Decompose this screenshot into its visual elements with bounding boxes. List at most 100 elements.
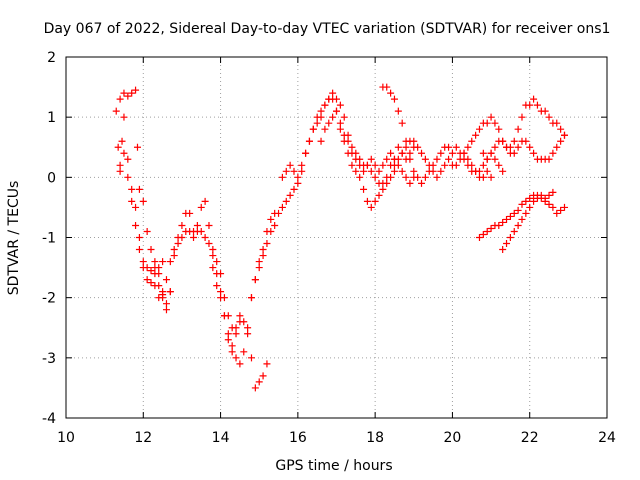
data-point: [114, 143, 122, 151]
data-point: [139, 264, 147, 272]
data-point: [487, 113, 495, 121]
data-point: [429, 167, 437, 175]
data-point: [487, 149, 495, 157]
data-point: [360, 185, 368, 193]
data-point: [278, 203, 286, 211]
data-point: [475, 125, 483, 133]
data-point: [526, 203, 534, 211]
data-point: [143, 276, 151, 284]
data-point: [348, 149, 356, 157]
data-point: [398, 167, 406, 175]
data-point: [387, 89, 395, 97]
data-point: [267, 227, 275, 235]
data-point: [247, 294, 255, 302]
data-point: [560, 131, 568, 139]
data-point: [213, 282, 221, 290]
data-point: [298, 161, 306, 169]
x-tick-label: 24: [598, 430, 616, 446]
series-arc-3: [116, 149, 167, 287]
data-point: [344, 137, 352, 145]
data-point: [313, 119, 321, 127]
data-point: [170, 246, 178, 254]
data-point: [209, 246, 217, 254]
data-point: [294, 173, 302, 181]
data-point: [414, 173, 422, 181]
data-point: [251, 276, 259, 284]
data-point: [155, 264, 163, 272]
data-point: [499, 218, 507, 226]
data-point: [468, 137, 476, 145]
data-point: [259, 246, 267, 254]
data-point: [116, 161, 124, 169]
data-point: [162, 276, 170, 284]
x-tick-label: 18: [366, 430, 384, 446]
data-point: [553, 119, 561, 127]
data-point: [348, 143, 356, 151]
data-point: [228, 348, 236, 356]
data-point: [128, 197, 136, 205]
data-point: [259, 372, 267, 380]
data-point: [271, 221, 279, 229]
data-point: [545, 200, 553, 208]
data-point: [503, 143, 511, 151]
data-point: [363, 161, 371, 169]
data-point: [421, 155, 429, 163]
data-point: [526, 143, 534, 151]
data-point: [317, 137, 325, 145]
x-axis-label: GPS time / hours: [275, 458, 392, 474]
data-point: [352, 167, 360, 175]
data-point: [132, 203, 140, 211]
data-point: [445, 143, 453, 151]
data-point: [518, 215, 526, 223]
data-point: [483, 155, 491, 163]
data-point: [448, 149, 456, 157]
data-point: [321, 101, 329, 109]
data-point: [503, 240, 511, 248]
data-point: [143, 227, 151, 235]
data-point: [545, 155, 553, 163]
data-point: [514, 206, 522, 214]
data-point: [255, 264, 263, 272]
data-point: [495, 221, 503, 229]
data-point: [479, 149, 487, 157]
data-point: [553, 209, 561, 217]
data-point: [259, 252, 267, 260]
data-point: [495, 125, 503, 133]
y-tick-label: 0: [47, 170, 56, 186]
data-point: [251, 384, 259, 392]
data-point: [267, 215, 275, 223]
data-point: [479, 173, 487, 181]
data-point: [205, 221, 213, 229]
data-point: [441, 161, 449, 169]
data-point: [394, 143, 402, 151]
data-point: [275, 209, 283, 217]
data-point: [135, 246, 143, 254]
data-point: [178, 221, 186, 229]
data-point: [445, 155, 453, 163]
data-point: [530, 95, 538, 103]
data-point: [118, 137, 126, 145]
data-point: [545, 113, 553, 121]
data-point: [452, 161, 460, 169]
data-point: [483, 167, 491, 175]
data-point: [433, 155, 441, 163]
data-point: [356, 173, 364, 181]
data-point: [329, 89, 337, 97]
data-point: [224, 330, 232, 338]
data-point: [367, 167, 375, 175]
data-point: [371, 161, 379, 169]
data-point: [499, 167, 507, 175]
series-arc-13: [479, 131, 568, 163]
data-point: [228, 342, 236, 350]
data-point: [518, 113, 526, 121]
data-point: [483, 227, 491, 235]
data-point: [387, 173, 395, 181]
data-point: [120, 149, 128, 157]
data-point: [371, 173, 379, 181]
data-point: [406, 179, 414, 187]
data-point: [313, 113, 321, 121]
data-point: [290, 167, 298, 175]
data-point: [560, 203, 568, 211]
data-point: [375, 179, 383, 187]
